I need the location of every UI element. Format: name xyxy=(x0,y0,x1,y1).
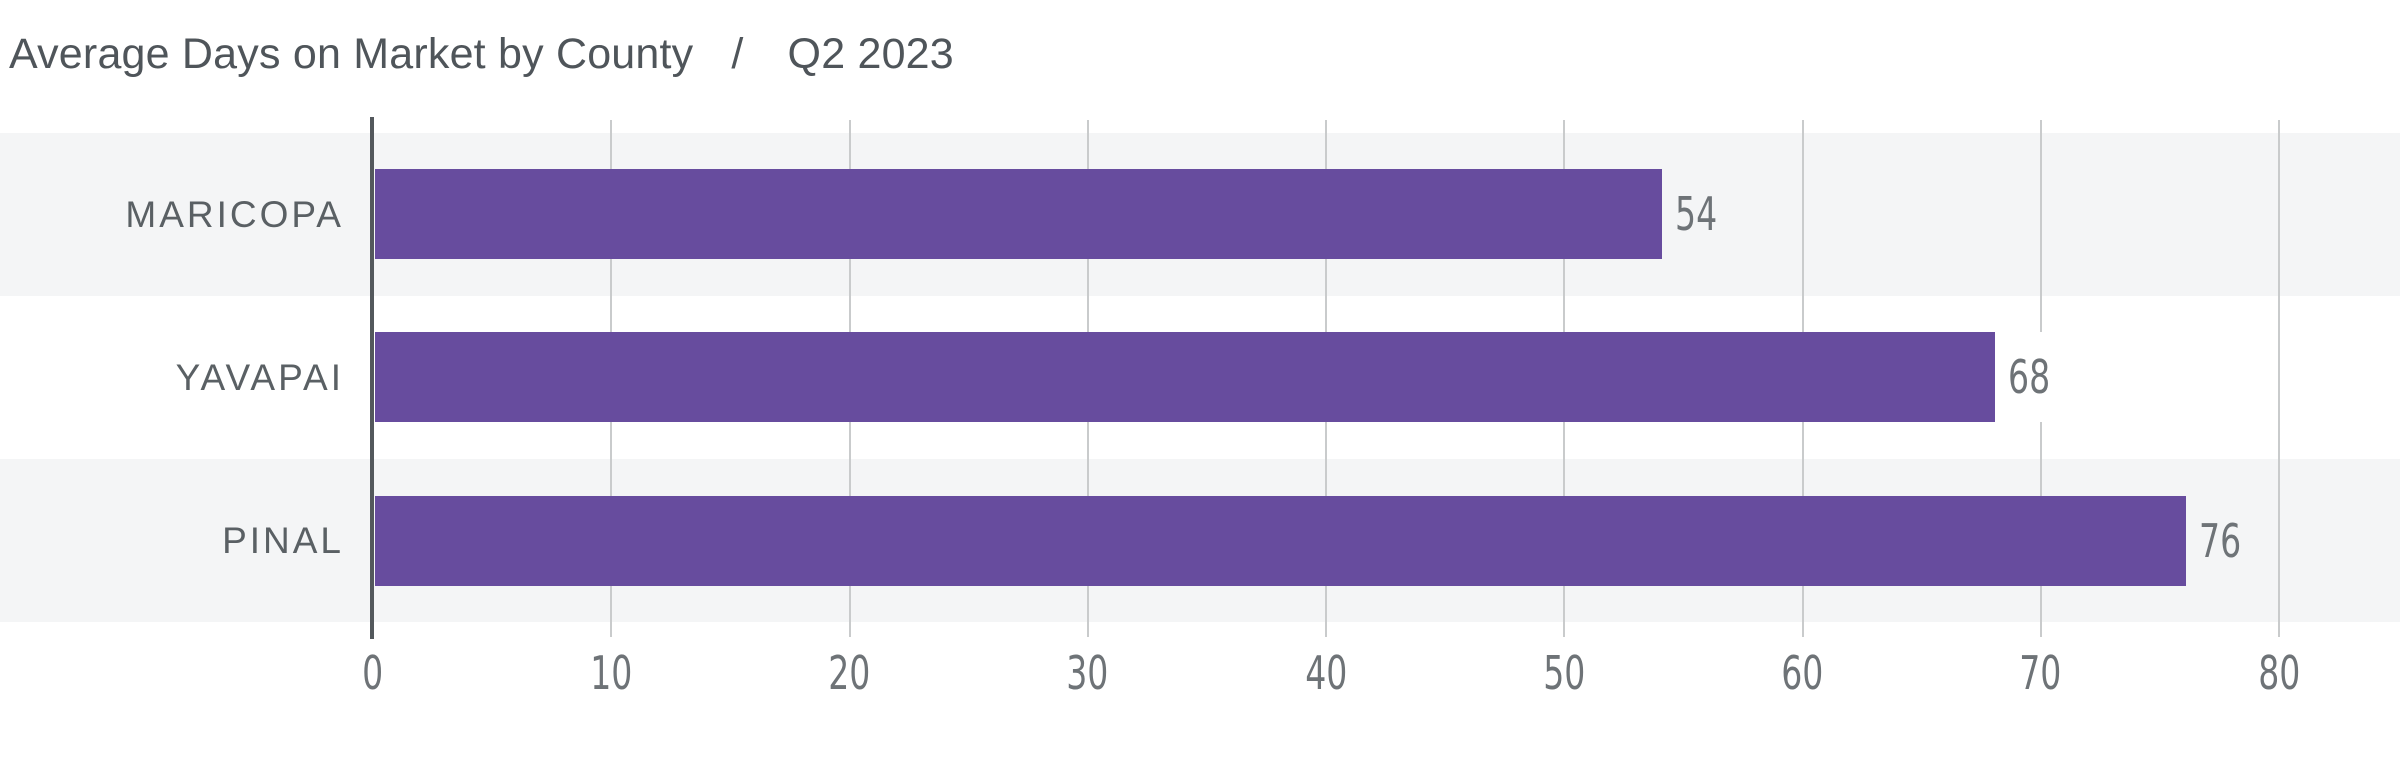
category-label-yavapai: YAVAPAI xyxy=(175,356,344,398)
x-tick-text: 50 xyxy=(1543,646,1586,700)
chart-title: Average Days on Market by County / Q2 2023 xyxy=(9,30,954,78)
value-text: 68 xyxy=(2008,350,2051,404)
x-tick-label-40: 40 xyxy=(1256,650,1396,696)
bar-maricopa xyxy=(375,169,1662,259)
y-axis-baseline xyxy=(370,117,374,639)
x-tick-label-50: 50 xyxy=(1494,650,1634,696)
category-label-maricopa: MARICOPA xyxy=(125,193,344,235)
x-tick-label-0: 0 xyxy=(303,650,443,696)
value-label-maricopa: 54 xyxy=(1674,169,1746,259)
value-label-pinal: 76 xyxy=(2198,496,2270,586)
value-label-yavapai: 68 xyxy=(2008,332,2079,422)
bar-pinal xyxy=(375,496,2186,586)
x-tick-label-80: 80 xyxy=(2209,650,2349,696)
value-text: 76 xyxy=(2198,514,2241,568)
gridline-80 xyxy=(2278,120,2280,637)
chart-title-period: Q2 2023 xyxy=(787,30,954,78)
x-tick-label-70: 70 xyxy=(1971,650,2111,696)
chart-title-separator: / xyxy=(731,30,744,78)
value-text: 54 xyxy=(1674,187,1717,241)
x-tick-label-60: 60 xyxy=(1733,650,1873,696)
x-tick-text: 0 xyxy=(362,646,384,700)
x-tick-text: 20 xyxy=(828,646,871,700)
x-tick-text: 80 xyxy=(2257,646,2301,700)
x-tick-text: 10 xyxy=(590,646,633,700)
x-tick-label-30: 30 xyxy=(1018,650,1158,696)
chart-title-main: Average Days on Market by County xyxy=(9,30,694,78)
x-tick-text: 40 xyxy=(1304,646,1348,700)
category-label-pinal: PINAL xyxy=(222,519,344,561)
x-tick-label-20: 20 xyxy=(780,650,920,696)
x-tick-text: 70 xyxy=(2019,646,2062,700)
x-tick-text: 30 xyxy=(1066,646,1109,700)
x-tick-label-10: 10 xyxy=(541,650,681,696)
bar-yavapai xyxy=(375,332,1996,422)
x-tick-text: 60 xyxy=(1781,646,1824,700)
